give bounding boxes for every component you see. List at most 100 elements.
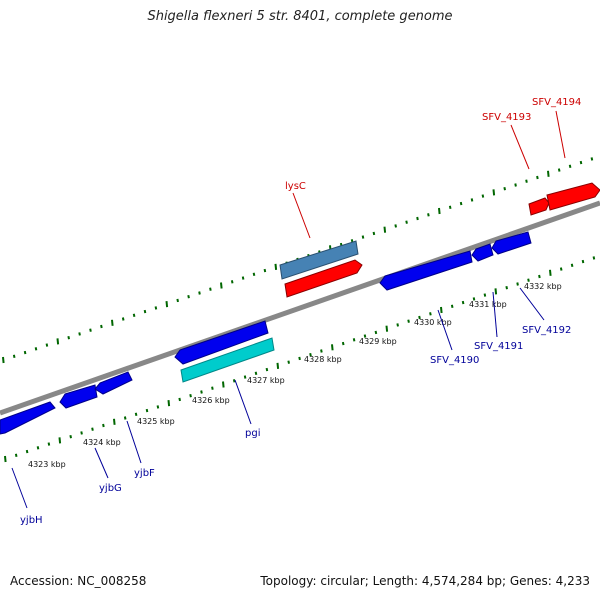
tick-mark — [91, 427, 94, 431]
tick-mark — [549, 269, 552, 276]
tick-mark — [178, 397, 181, 402]
tick-mark — [461, 300, 465, 305]
tick-mark — [352, 338, 356, 342]
gene-SFV_4192[interactable] — [491, 231, 532, 255]
label-pgi[interactable]: pgi — [245, 428, 260, 439]
tick-mark — [459, 201, 463, 206]
tick-mark — [547, 170, 550, 177]
tick-mark — [287, 360, 290, 364]
tick-mark — [47, 442, 51, 446]
tick-mark — [570, 263, 574, 267]
tick-mark — [232, 379, 236, 383]
label-SFV_4193[interactable]: SFV_4193 — [482, 112, 531, 123]
gene-lysC[interactable] — [279, 240, 359, 280]
tick-mark — [187, 295, 190, 299]
tick-label: 4325 kbp — [137, 417, 175, 426]
tick-mark — [394, 224, 397, 228]
tick-mark — [123, 416, 127, 420]
tick-label: 4329 kbp — [359, 337, 397, 346]
label-SFV_4192[interactable]: SFV_4192 — [522, 325, 571, 336]
tick-mark — [132, 313, 136, 317]
gene-yjbF[interactable] — [94, 371, 133, 395]
tick-mark — [536, 175, 539, 180]
label-SFV_4190[interactable]: SFV_4190 — [430, 355, 479, 366]
tick-mark — [514, 183, 517, 187]
tick-mark — [416, 216, 419, 221]
tick-mark — [189, 394, 192, 398]
tick-mark — [4, 455, 7, 463]
tick-mark — [385, 325, 389, 332]
forward-gene-labels: lysC SFV_4193 SFV_4194 — [285, 97, 581, 192]
tick-mark — [481, 194, 485, 198]
tick-mark — [2, 356, 5, 364]
tick-mark — [361, 235, 365, 239]
tick-mark — [14, 453, 18, 457]
tick-mark — [36, 446, 40, 450]
tick-mark — [407, 319, 410, 323]
label-SFV_4191[interactable]: SFV_4191 — [474, 341, 523, 352]
tick-mark — [102, 423, 105, 428]
tick-mark — [145, 408, 149, 413]
tick-mark — [23, 350, 27, 355]
tick-mark — [12, 354, 16, 358]
tick-mark — [100, 324, 103, 329]
label-yjbF[interactable]: yjbF — [134, 468, 155, 479]
tick-mark — [450, 304, 454, 308]
tick-mark — [56, 338, 60, 345]
tick-mark — [111, 319, 114, 326]
reverse-genes — [0, 231, 532, 435]
tick-mark — [331, 344, 334, 351]
tick-mark — [440, 306, 443, 314]
tick-mark — [134, 412, 138, 416]
tick-mark — [592, 256, 596, 260]
tick-mark — [341, 341, 345, 346]
tick-mark — [243, 375, 247, 379]
tick-mark — [167, 400, 171, 407]
tick-mark — [427, 213, 430, 217]
tick-label: 4331 kbp — [469, 300, 507, 309]
tick-mark — [176, 298, 179, 303]
tick-mark — [263, 268, 267, 273]
reverse-strand-ticks — [4, 256, 596, 463]
tick-mark — [472, 297, 476, 301]
tick-mark — [559, 267, 563, 271]
label-yjbG[interactable]: yjbG — [99, 483, 122, 494]
tick-mark — [525, 179, 528, 183]
tick-mark — [25, 449, 29, 454]
gene-yjbH[interactable] — [0, 401, 56, 435]
gene-SFV_4194[interactable] — [546, 182, 600, 211]
tick-mark — [396, 323, 399, 327]
gene-SFV_4190[interactable] — [379, 250, 473, 291]
tick-mark — [121, 317, 125, 321]
forward-strand-ticks — [2, 157, 594, 364]
accession-text: Accession: NC_008258 — [10, 574, 147, 588]
tick-label: 4326 kbp — [192, 396, 230, 405]
tick-mark — [320, 349, 323, 353]
tick-mark — [418, 315, 421, 320]
gene-pgi[interactable] — [180, 337, 275, 383]
tick-label: 4324 kbp — [83, 438, 121, 447]
tick-label: 4327 kbp — [247, 376, 285, 385]
gene-lysC-fwd[interactable] — [284, 259, 363, 298]
tick-mark — [557, 168, 561, 172]
tick-mark — [590, 157, 594, 161]
gene-yjbG[interactable] — [59, 384, 98, 409]
tick-mark — [80, 431, 83, 435]
label-yjbH[interactable]: yjbH — [20, 515, 43, 526]
gene-SFV_4193[interactable] — [528, 197, 550, 216]
gene-SFV_4191[interactable] — [471, 243, 494, 262]
tick-mark — [309, 353, 312, 357]
label-lysC[interactable]: lysC — [285, 181, 306, 192]
label-SFV_4194[interactable]: SFV_4194 — [532, 97, 581, 108]
tick-mark — [222, 381, 225, 388]
tick-mark — [298, 356, 301, 361]
tick-mark — [470, 198, 474, 202]
tick-mark — [67, 336, 70, 340]
tick-mark — [494, 288, 498, 295]
gene-pgi-rev[interactable] — [174, 320, 269, 365]
tick-mark — [579, 160, 583, 165]
tick-mark — [503, 187, 506, 191]
tick-mark — [429, 312, 432, 316]
tick-mark — [405, 220, 408, 224]
